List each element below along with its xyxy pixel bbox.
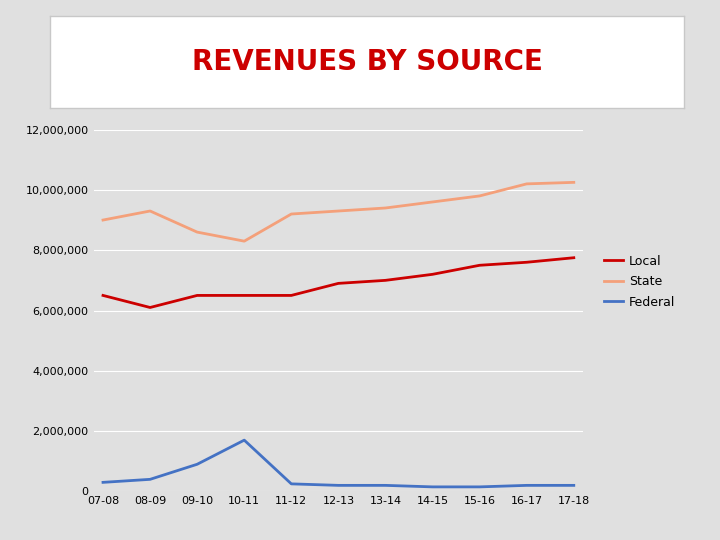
Federal <box>475 484 484 490</box>
State <box>381 205 390 211</box>
State <box>334 208 343 214</box>
State <box>240 238 248 245</box>
State <box>287 211 296 217</box>
State <box>475 193 484 199</box>
State <box>145 208 154 214</box>
Text: REVENUES BY SOURCE: REVENUES BY SOURCE <box>192 48 543 76</box>
Federal <box>99 479 107 485</box>
Federal <box>381 482 390 489</box>
Legend: Local, State, Federal: Local, State, Federal <box>599 249 680 314</box>
Line: State: State <box>103 183 574 241</box>
State <box>570 179 578 186</box>
Line: Local: Local <box>103 258 574 307</box>
Local <box>428 271 437 278</box>
Federal <box>240 437 248 443</box>
Federal <box>523 482 531 489</box>
Local <box>145 304 154 310</box>
Local <box>523 259 531 266</box>
Local <box>99 292 107 299</box>
Local <box>381 277 390 284</box>
Federal <box>428 484 437 490</box>
Local <box>475 262 484 268</box>
State <box>99 217 107 224</box>
Local <box>570 254 578 261</box>
Local <box>240 292 248 299</box>
Line: Federal: Federal <box>103 440 574 487</box>
State <box>523 180 531 187</box>
Federal <box>193 461 202 468</box>
Federal <box>334 482 343 489</box>
Federal <box>570 482 578 489</box>
Federal <box>287 481 296 487</box>
Local <box>287 292 296 299</box>
Local <box>334 280 343 287</box>
State <box>193 229 202 235</box>
State <box>428 199 437 205</box>
Local <box>193 292 202 299</box>
Federal <box>145 476 154 483</box>
